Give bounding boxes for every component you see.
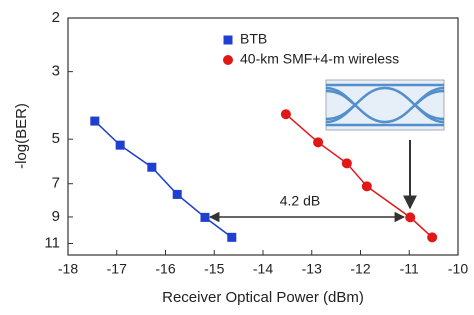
x-tick-label: -11 xyxy=(400,261,419,277)
x-tick-label: -13 xyxy=(302,261,322,277)
legend-marker xyxy=(223,35,233,45)
x-tick-label: -15 xyxy=(204,261,224,277)
marker xyxy=(227,232,237,242)
marker xyxy=(313,137,324,148)
x-tick-label: -18 xyxy=(58,261,78,277)
marker xyxy=(280,109,291,120)
x-tick-label: -17 xyxy=(107,261,127,277)
marker xyxy=(361,181,372,192)
legend-label: 40-km SMF+4-m wireless xyxy=(240,51,399,67)
y-tick-label: 2 xyxy=(52,9,60,26)
annotation: 4.2 dB xyxy=(280,193,320,209)
x-axis-label: Receiver Optical Power (dBm) xyxy=(162,289,364,306)
y-tick-label: 7 xyxy=(52,175,60,192)
eye-diagram-inset xyxy=(325,79,445,131)
x-tick-label: -10 xyxy=(448,261,468,277)
marker xyxy=(115,140,125,150)
marker xyxy=(172,189,182,199)
y-tick-label: 3 xyxy=(52,63,60,80)
marker xyxy=(90,116,100,126)
legend-marker xyxy=(223,55,233,65)
marker xyxy=(427,232,438,243)
marker xyxy=(405,212,416,223)
x-tick-label: -12 xyxy=(350,261,370,277)
y-tick-label: 5 xyxy=(52,130,60,147)
marker xyxy=(341,158,352,169)
marker xyxy=(147,162,157,172)
series-line xyxy=(94,120,233,238)
marker xyxy=(200,212,210,222)
y-tick-label: 11 xyxy=(44,234,60,251)
x-tick-label: -14 xyxy=(253,261,273,277)
y-axis-label: -log(BER) xyxy=(13,103,30,169)
y-tick-label: 9 xyxy=(52,208,60,225)
x-tick-label: -16 xyxy=(155,261,175,277)
legend-label: BTB xyxy=(240,31,267,47)
